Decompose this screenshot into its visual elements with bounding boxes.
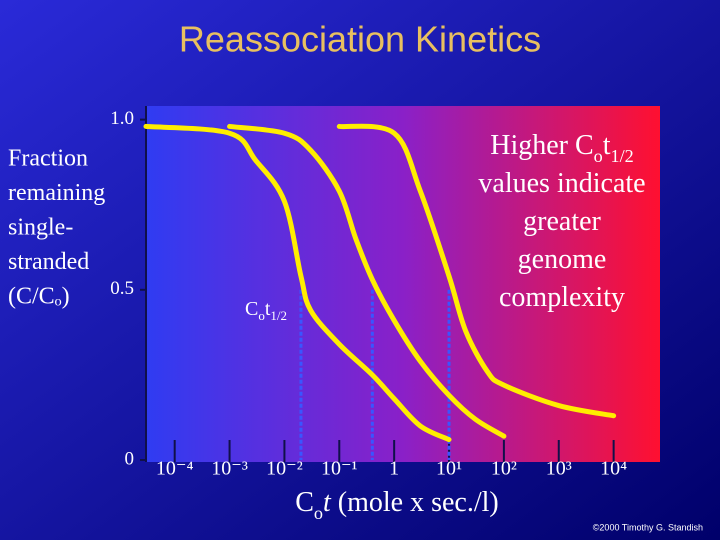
curve xyxy=(336,123,617,419)
curve xyxy=(227,123,507,439)
x-tick-label: 10⁻³ xyxy=(211,458,248,480)
y-tick-label: 0 xyxy=(125,448,135,469)
text-part: o xyxy=(314,503,323,523)
x-tick-label: 10⁻² xyxy=(266,458,303,480)
y-axis-label: stranded xyxy=(8,249,89,275)
y-tick-label: 0.5 xyxy=(110,278,134,299)
y-axis-label: single- xyxy=(8,215,73,241)
x-tick-label: 10³ xyxy=(546,458,572,480)
text-part: o xyxy=(258,308,265,323)
text-part: o xyxy=(594,146,603,166)
x-tick-label: 10⁴ xyxy=(600,458,627,480)
text-part: 1/2 xyxy=(270,308,287,323)
x-tick-label: 10⁻⁴ xyxy=(156,458,194,480)
text-part: genome xyxy=(518,244,607,275)
plot-area xyxy=(146,106,660,462)
credit: ©2000 Timothy G. Standish xyxy=(593,522,703,532)
text-part: t xyxy=(323,487,332,518)
rich-text: genome xyxy=(518,244,607,275)
text-part: t xyxy=(603,130,611,161)
rich-text: Higher Cot1/2 xyxy=(490,130,634,166)
y-axis-label: remaining xyxy=(8,180,105,206)
text-part: complexity xyxy=(499,282,625,313)
x-tick-label: 10² xyxy=(491,458,517,480)
y-tick-label: 1.0 xyxy=(110,108,134,129)
rich-text: complexity xyxy=(499,282,625,313)
rich-text: values indicate xyxy=(478,168,645,199)
text-part: (mole x sec./l) xyxy=(331,487,499,518)
text-part: C xyxy=(245,298,258,320)
x-tick-label: 10⁻¹ xyxy=(321,458,358,480)
rich-text: greater xyxy=(523,206,601,237)
x-tick-label: 1 xyxy=(389,458,399,480)
rich-text: Cot1/2 xyxy=(245,298,287,324)
chart-title: Reassociation Kinetics xyxy=(179,19,541,60)
text-part: values indicate xyxy=(478,168,645,199)
text-part: t xyxy=(265,298,271,320)
rich-text: Cot (mole x sec./l) xyxy=(295,487,499,523)
x-tick-label: 10¹ xyxy=(436,458,462,480)
text-part: 1/2 xyxy=(611,146,634,166)
y-axis-label: Fraction xyxy=(8,146,88,172)
text-part: greater xyxy=(523,206,601,237)
text-part: Higher C xyxy=(490,130,593,161)
y-axis-label: (C/Cₒ) xyxy=(8,284,70,310)
curve xyxy=(143,123,452,443)
text-part: C xyxy=(295,487,314,518)
